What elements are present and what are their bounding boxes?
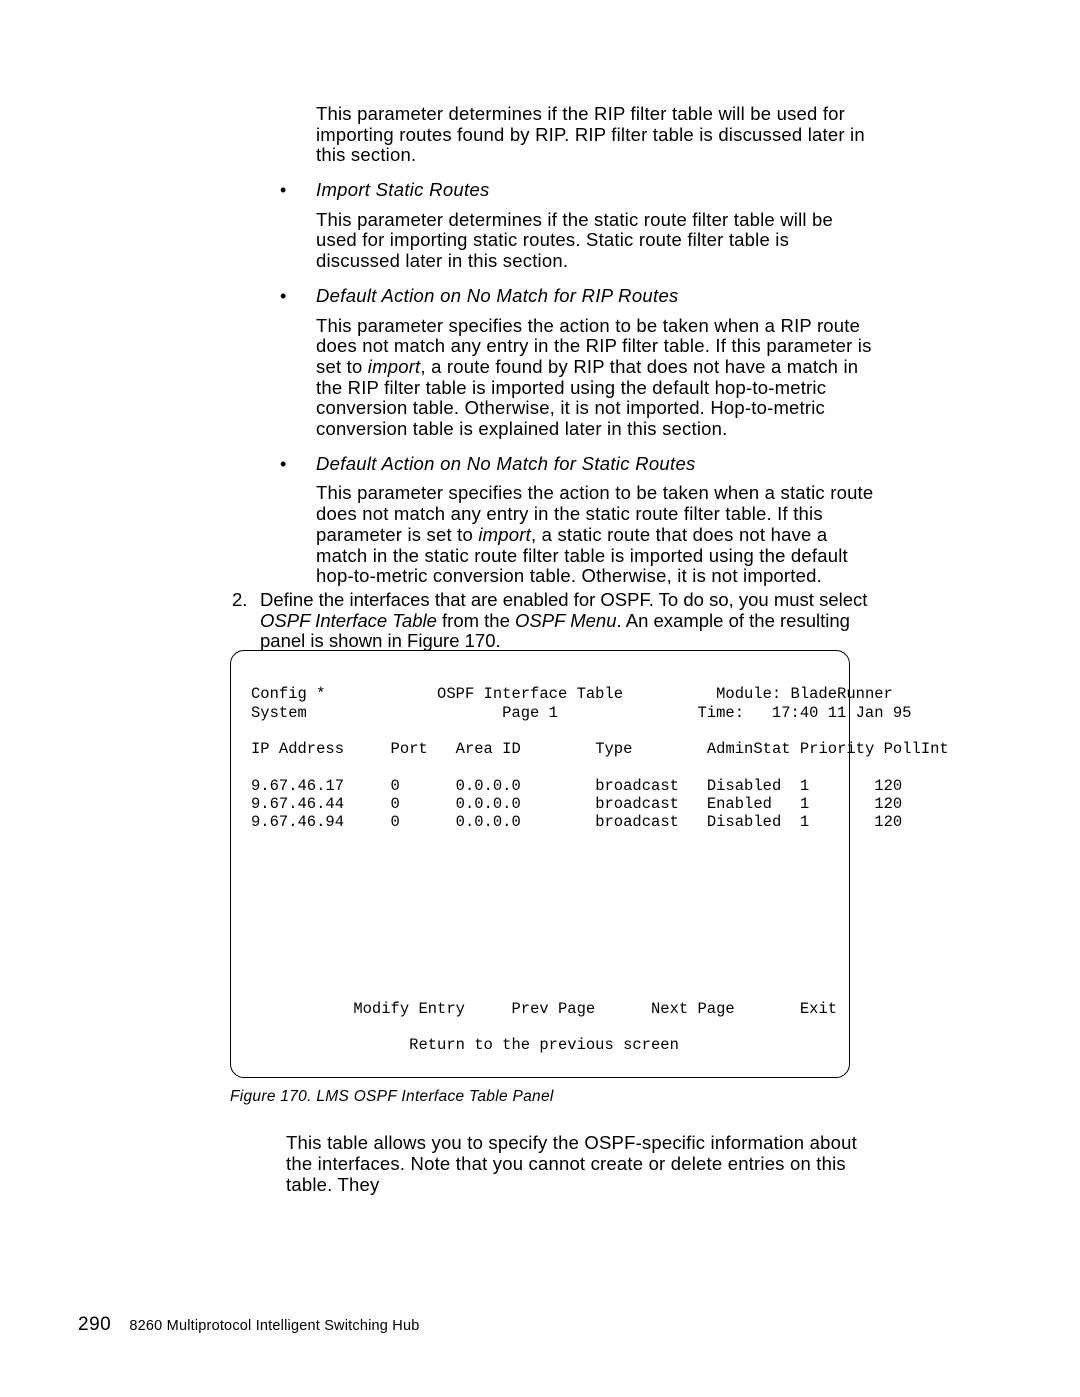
cell: 120 <box>874 813 902 831</box>
bullet-body: This parameter determines if the static … <box>316 210 875 272</box>
text-run: Define the interfaces that are enabled f… <box>260 589 867 610</box>
cell: 9.67.46.94 <box>251 813 344 831</box>
step-body: Define the interfaces that are enabled f… <box>260 590 875 652</box>
page-footer: 290 8260 Multiprotocol Intelligent Switc… <box>78 1314 419 1335</box>
term-blank <box>251 1018 260 1036</box>
cell: 120 <box>874 777 902 795</box>
term-label: Module: <box>716 685 781 703</box>
cell: 0 <box>391 813 400 831</box>
term-left: Config * <box>251 685 325 703</box>
bullet-title: Default Action on No Match for Static Ro… <box>316 454 696 476</box>
after-table-paragraph: This table allows you to specify the OSP… <box>286 1133 861 1195</box>
cell: Enabled <box>707 795 772 813</box>
action-label: Next Page <box>651 1000 735 1018</box>
bullet-marker: • <box>260 180 316 202</box>
term-value: BladeRunner <box>791 685 893 703</box>
italic-term: OSPF Menu <box>515 610 616 631</box>
term-blank <box>251 722 260 740</box>
cell: 0.0.0.0 <box>456 813 521 831</box>
cell: 9.67.46.17 <box>251 777 344 795</box>
term-blank <box>251 758 260 776</box>
term-value: 17:40 11 Jan 95 <box>772 704 912 722</box>
cell: Disabled <box>707 777 781 795</box>
bullet-body: This parameter specifies the action to b… <box>316 483 875 587</box>
cell: 1 <box>800 813 809 831</box>
cell: 1 <box>800 777 809 795</box>
footer-text: 8260 Multiprotocol Intelligent Switching… <box>129 1318 419 1334</box>
cell: 0.0.0.0 <box>456 777 521 795</box>
table-row: 9.67.46.94 0 0.0.0.0 broadcast Disabled … <box>251 813 902 831</box>
cell: 0 <box>391 795 400 813</box>
col-header: Priority <box>800 740 874 758</box>
cell: 1 <box>800 795 809 813</box>
action-label: Modify Entry <box>353 1000 465 1018</box>
col-header: IP Address <box>251 740 344 758</box>
cell: broadcast <box>595 777 679 795</box>
page: This parameter determines if the RIP fil… <box>0 0 1080 1397</box>
term-spacer <box>251 832 829 982</box>
bullet-item: • Import Static Routes <box>260 180 875 202</box>
text-run: from the <box>437 610 515 631</box>
italic-term: OSPF Interface Table <box>260 610 437 631</box>
bullet-title: Import Static Routes <box>316 180 490 202</box>
table-row: 9.67.46.44 0 0.0.0.0 broadcast Enabled 1… <box>251 795 902 813</box>
term-actions: Modify Entry Prev Page Next Page Exit <box>251 1000 837 1018</box>
term-header-row: IP Address Port Area ID Type AdminStat P… <box>251 740 949 758</box>
term-line: Config * OSPF Interface Table Module: Bl… <box>251 685 893 703</box>
figure-block: Config * OSPF Interface Table Module: Bl… <box>230 650 850 1210</box>
cell: 9.67.46.44 <box>251 795 344 813</box>
cell: broadcast <box>595 795 679 813</box>
action-label: Exit <box>800 1000 837 1018</box>
term-line: System Page 1 Time: 17:40 11 Jan 95 <box>251 704 911 722</box>
italic-term: import <box>368 356 421 377</box>
term-label: Time: <box>698 704 745 722</box>
step-number: 2. <box>232 590 260 652</box>
col-header: PollInt <box>884 740 949 758</box>
term-left: System <box>251 704 307 722</box>
cell: 120 <box>874 795 902 813</box>
col-header: AdminStat <box>707 740 791 758</box>
figure-caption: Figure 170. LMS OSPF Interface Table Pan… <box>230 1088 850 1105</box>
col-header: Port <box>391 740 428 758</box>
cell: 0 <box>391 777 400 795</box>
bullet-marker: • <box>260 286 316 308</box>
col-header: Area ID <box>456 740 521 758</box>
body-content: This parameter determines if the RIP fil… <box>260 104 875 601</box>
cell: Disabled <box>707 813 781 831</box>
cell: 0.0.0.0 <box>456 795 521 813</box>
bullet-body: This parameter specifies the action to b… <box>316 316 875 440</box>
table-row: 9.67.46.17 0 0.0.0.0 broadcast Disabled … <box>251 777 902 795</box>
bullet-marker: • <box>260 454 316 476</box>
term-hint: Return to the previous screen <box>251 1036 679 1054</box>
intro-paragraph: This parameter determines if the RIP fil… <box>316 104 875 166</box>
bullet-item: • Default Action on No Match for RIP Rou… <box>260 286 875 308</box>
hint-text: Return to the previous screen <box>409 1036 679 1054</box>
term-center: Page 1 <box>502 704 558 722</box>
term-center: OSPF Interface Table <box>437 685 623 703</box>
terminal-panel: Config * OSPF Interface Table Module: Bl… <box>230 650 850 1078</box>
step-item: 2. Define the interfaces that are enable… <box>232 580 875 652</box>
page-number: 290 <box>78 1314 111 1335</box>
italic-term: import <box>478 524 531 545</box>
bullet-title: Default Action on No Match for RIP Route… <box>316 286 679 308</box>
action-label: Prev Page <box>511 1000 595 1018</box>
col-header: Type <box>595 740 632 758</box>
cell: broadcast <box>595 813 679 831</box>
bullet-item: • Default Action on No Match for Static … <box>260 454 875 476</box>
